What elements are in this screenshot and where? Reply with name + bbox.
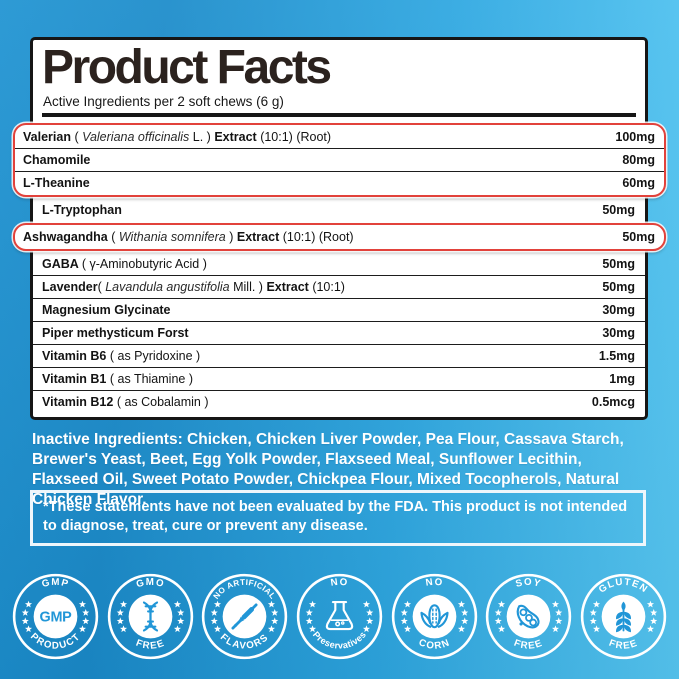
ingredient-name: Vitamin B12 ( as Cobalamin ) bbox=[42, 395, 209, 410]
ingredient-name: Chamomile bbox=[23, 153, 91, 168]
svg-text:FREE: FREE bbox=[134, 638, 166, 652]
svg-text:FREE: FREE bbox=[513, 638, 545, 652]
facts-panel: Product Facts Active Ingredients per 2 s… bbox=[13, 37, 666, 421]
soybean-icon bbox=[516, 604, 540, 629]
badge-disc bbox=[412, 594, 456, 639]
ingredient-amount: 50mg bbox=[602, 203, 635, 218]
badge-no-artificial-flavors: NO ARTIFICIAL FLAVORS bbox=[202, 573, 288, 660]
badge-disc bbox=[33, 594, 78, 639]
ingredient-name: Ashwagandha ( Withania somnifera ) Extra… bbox=[23, 230, 354, 245]
svg-text:Preservatives: Preservatives bbox=[311, 629, 368, 650]
ingredient-amount: 60mg bbox=[622, 176, 655, 191]
certification-badges: GMP PRODUCT GMP GMO FREE bbox=[9, 570, 670, 663]
ingredient-row: GABA ( γ-Aminobutyric Acid ) 50mg bbox=[33, 253, 645, 275]
ingredient-row: Vitamin B12 ( as Cobalamin ) 0.5mcg bbox=[33, 390, 645, 413]
corn-icon bbox=[420, 604, 449, 629]
svg-text:CORN: CORN bbox=[417, 637, 452, 652]
ingredient-amount: 1mg bbox=[609, 372, 635, 387]
svg-text:SOY: SOY bbox=[515, 577, 543, 590]
ingredient-row: Ashwagandha ( Withania somnifera ) Extra… bbox=[15, 226, 664, 248]
svg-text:GMP: GMP bbox=[41, 577, 71, 590]
ingredient-row: Chamomile 80mg bbox=[15, 148, 664, 171]
badge-disc bbox=[506, 594, 551, 639]
ingredient-name: Vitamin B6 ( as Pyridoxine ) bbox=[42, 349, 201, 364]
svg-text:GMO: GMO bbox=[135, 577, 166, 590]
svg-text:NO: NO bbox=[330, 577, 349, 589]
ingredient-amount: 30mg bbox=[602, 303, 635, 318]
badge-gluten-free: GLUTEN FREE bbox=[580, 573, 667, 660]
ingredient-amount: 50mg bbox=[622, 230, 655, 245]
ingredient-amount: 50mg bbox=[602, 257, 635, 272]
serving-subtitle: Active Ingredients per 2 soft chews (6 g… bbox=[43, 93, 284, 109]
ingredient-row: L-Theanine 60mg bbox=[15, 171, 664, 194]
badge-ring bbox=[391, 573, 477, 660]
ingredient-row: Vitamin B1 ( as Thiamine ) 1mg bbox=[33, 367, 645, 390]
badge-ring bbox=[486, 573, 572, 660]
ingredient-row: Lavender( Lavandula angustifolia Mill. )… bbox=[33, 275, 645, 298]
ingredient-name: Lavender( Lavandula angustifolia Mill. )… bbox=[42, 280, 345, 295]
ingredient-name: L-Tryptophan bbox=[42, 203, 122, 218]
highlighted-ingredient-group: Ashwagandha ( Withania somnifera ) Extra… bbox=[13, 223, 666, 252]
badge-gmp-product: GMP PRODUCT GMP bbox=[12, 573, 99, 660]
ingredient-amount: 0.5mcg bbox=[591, 395, 635, 410]
ingredient-row: L-Tryptophan 50mg bbox=[33, 199, 645, 221]
ingredient-amount: 1.5mg bbox=[598, 349, 635, 364]
ingredient-row: Magnesium Glycinate 30mg bbox=[33, 298, 645, 321]
header-divider bbox=[42, 112, 636, 118]
flask-icon bbox=[325, 601, 354, 631]
badge-ring bbox=[12, 573, 99, 660]
svg-text:NO: NO bbox=[425, 577, 444, 589]
crossed-pen-icon bbox=[231, 603, 258, 630]
ingredient-amount: 100mg bbox=[615, 130, 655, 145]
ingredient-group: L-Tryptophan 50mg bbox=[33, 199, 645, 221]
gmp-seal-icon: GMP bbox=[40, 610, 73, 626]
ingredient-group: GABA ( γ-Aminobutyric Acid ) 50mg Lavender… bbox=[33, 253, 645, 413]
ingredient-name: GABA ( γ-Aminobutyric Acid ) bbox=[42, 257, 207, 272]
fda-disclaimer-box: *These statements have not been evaluate… bbox=[30, 490, 646, 547]
inactive-ingredients-text: Inactive Ingredients: Chicken, Chicken L… bbox=[32, 431, 624, 509]
svg-text:GMP: GMP bbox=[40, 610, 73, 626]
ingredient-amount: 30mg bbox=[602, 326, 635, 341]
ingredient-name: L-Theanine bbox=[23, 176, 90, 191]
ingredient-name: Valerian ( Valeriana officinalis L. ) Ex… bbox=[23, 130, 332, 145]
ingredient-row: Valerian ( Valeriana officinalis L. ) Ex… bbox=[15, 126, 664, 148]
badge-no-corn: NO CORN bbox=[391, 573, 477, 660]
badge-soy-free: SOY FREE bbox=[486, 573, 572, 660]
wheat-icon bbox=[615, 601, 631, 633]
ingredient-name: Piper methysticum Forst bbox=[42, 326, 189, 341]
highlighted-ingredient-group: Valerian ( Valeriana officinalis L. ) Ex… bbox=[13, 123, 666, 198]
badge-ring bbox=[107, 573, 193, 660]
ingredient-name: Magnesium Glycinate bbox=[42, 303, 171, 318]
ingredient-amount: 50mg bbox=[602, 280, 635, 295]
ingredient-amount: 80mg bbox=[622, 153, 655, 168]
badge-ring bbox=[580, 573, 667, 660]
badge-ring bbox=[202, 573, 288, 660]
badge-ring bbox=[296, 573, 383, 660]
page-title: Product Facts bbox=[42, 41, 332, 94]
ingredient-row: Vitamin B6 ( as Pyridoxine ) 1.5mg bbox=[33, 344, 645, 367]
ingredient-name: Vitamin B1 ( as Thiamine ) bbox=[42, 372, 193, 387]
svg-text:FREE: FREE bbox=[607, 638, 639, 652]
dna-icon bbox=[142, 601, 158, 632]
ingredient-row: Piper methysticum Forst 30mg bbox=[33, 321, 645, 344]
badge-stars bbox=[306, 601, 374, 632]
ingredient-groups: Valerian ( Valeriana officinalis L. ) Ex… bbox=[13, 119, 666, 413]
badge-gmo-free: GMO FREE bbox=[107, 573, 193, 660]
badge-no-preservatives: NO Preservatives bbox=[296, 573, 383, 660]
